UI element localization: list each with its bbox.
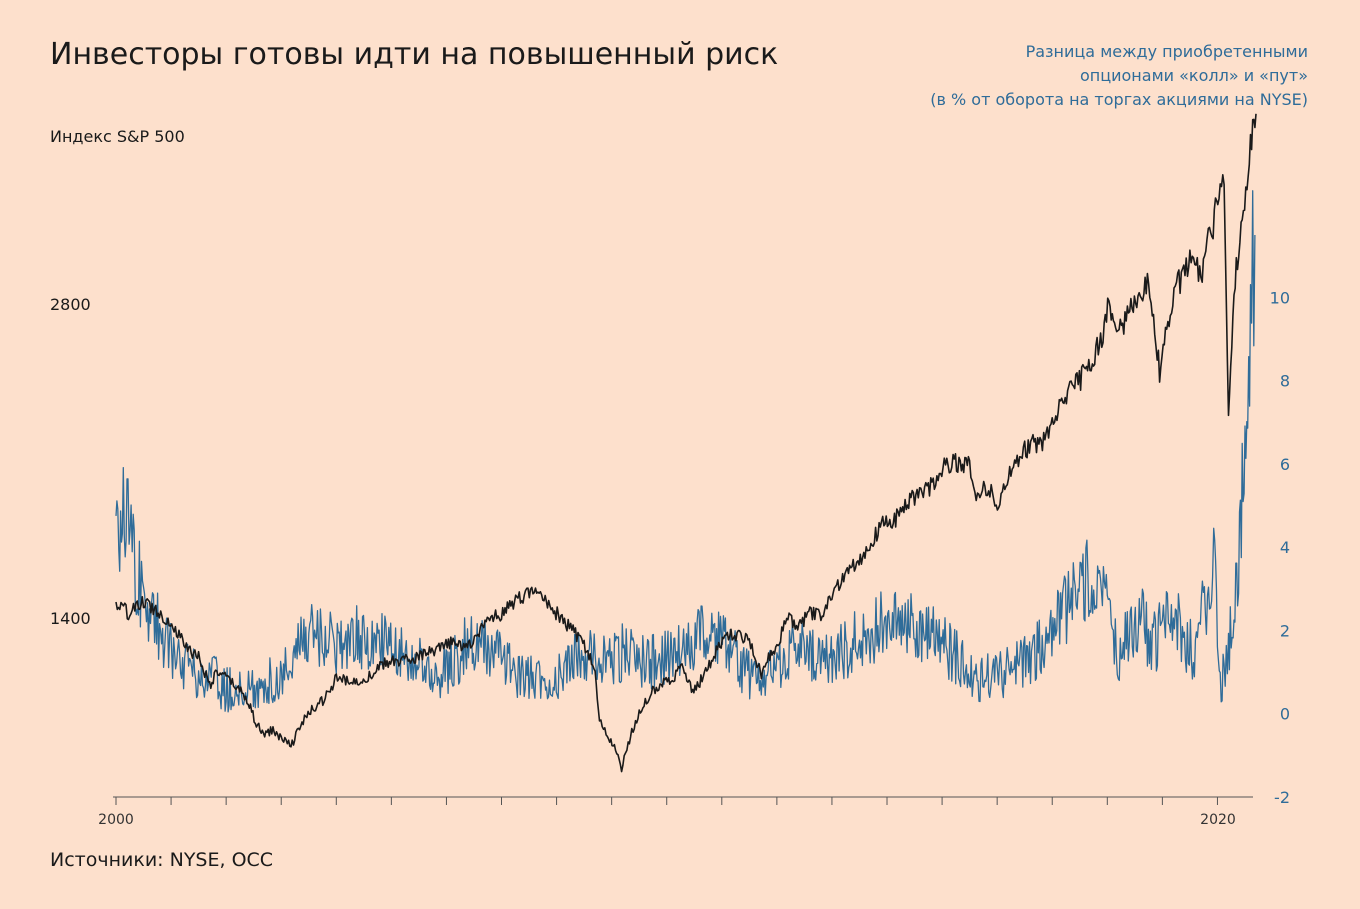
x-tick-label-2020: 2020 xyxy=(1200,812,1236,828)
right-tick-label: 6 xyxy=(1280,455,1290,474)
options-series-line xyxy=(115,190,1256,713)
right-tick-label: 10 xyxy=(1270,288,1290,307)
right-tick-label: -2 xyxy=(1274,788,1290,807)
x-tick-label-2000: 2000 xyxy=(98,812,134,828)
right-axis-label-line-3: (в % от оборота на торгах акциями на NYS… xyxy=(930,90,1308,109)
x-tick-marks xyxy=(115,797,1218,805)
right-tick-label: 0 xyxy=(1280,705,1290,724)
left-axis-label: Индекс S&P 500 xyxy=(50,127,185,146)
right-tick-label: 2 xyxy=(1280,621,1290,640)
right-axis-ticks: -2 0 2 4 6 8 10 xyxy=(1270,288,1290,807)
left-tick-label: 2800 xyxy=(50,295,91,314)
right-axis-label-line-2: опционами «колл» и «пут» xyxy=(1080,66,1308,85)
source-note: Источники: NYSE, OCC xyxy=(50,849,273,871)
right-tick-label: 8 xyxy=(1280,372,1290,391)
chart-title: Инвесторы готовы идти на повышенный риск xyxy=(50,37,778,72)
left-axis-ticks: 1400 2800 xyxy=(50,295,91,628)
right-tick-label: 4 xyxy=(1280,538,1290,557)
left-tick-label: 1400 xyxy=(50,609,91,628)
sp500-series-line xyxy=(115,113,1257,773)
right-axis-label-line-1: Разница между приобретенными xyxy=(1026,42,1308,61)
